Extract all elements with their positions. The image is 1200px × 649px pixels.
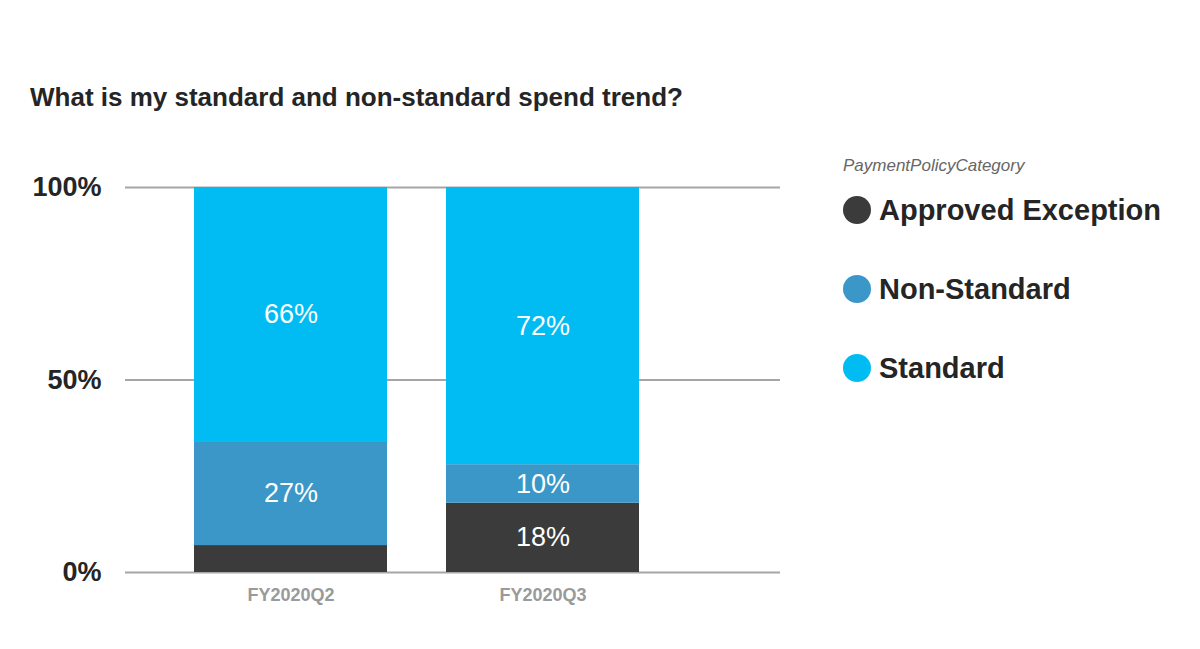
html-text:What is my standard and non-st: What is my standard and non-standard spe… — [30, 82, 683, 112]
html-text:Standard: Standard — [879, 351, 1005, 384]
svg-text:0%: 0% — [62, 557, 101, 587]
svg-text:66%: 66% — [264, 299, 318, 329]
svg-text:FY2020Q3: FY2020Q3 — [499, 585, 586, 605]
svg-text:FY2020Q2: FY2020Q2 — [247, 585, 334, 605]
html-text:Approved Exception: Approved Exception — [879, 193, 1161, 226]
svg-text:72%: 72% — [516, 311, 570, 341]
html-text:Non-Standard: Non-Standard — [879, 272, 1071, 305]
svg-text:100%: 100% — [32, 172, 101, 202]
html-text:PaymentPolicyCategory: PaymentPolicyCategory — [843, 156, 1025, 175]
svg-text:50%: 50% — [47, 365, 101, 395]
svg-text:18%: 18% — [516, 522, 570, 552]
svg-text:10%: 10% — [516, 469, 570, 499]
svg-text:27%: 27% — [264, 478, 318, 508]
